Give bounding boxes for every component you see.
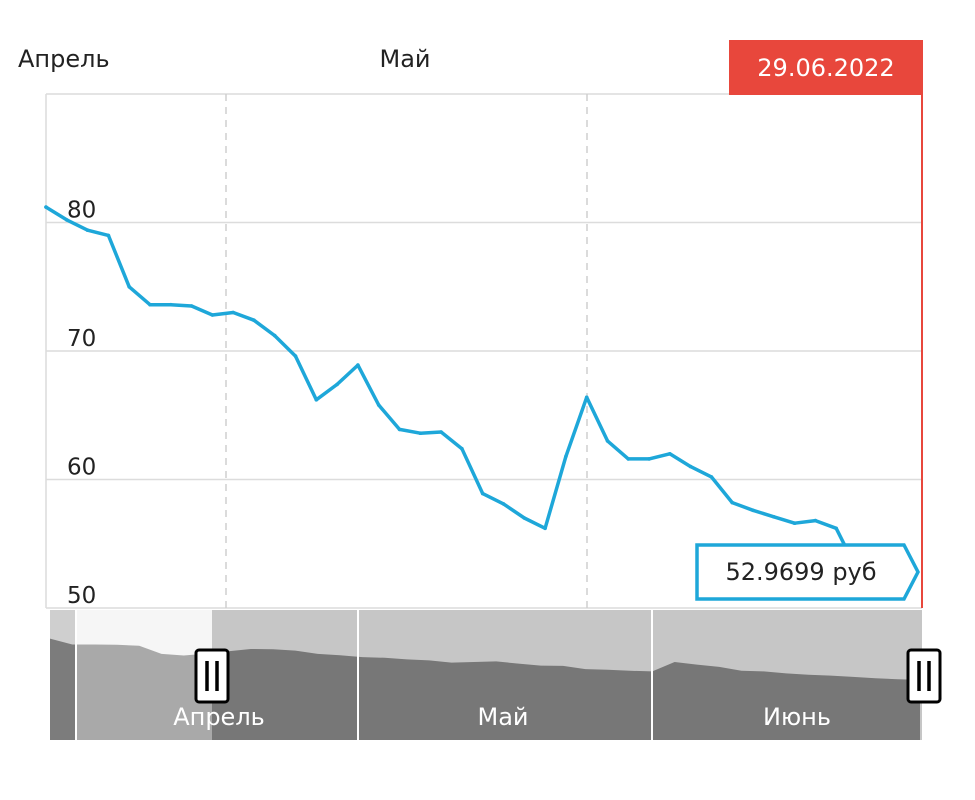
- series-line: [44, 205, 859, 572]
- data-point: [231, 310, 235, 315]
- data-point: [751, 508, 755, 513]
- data-point: [314, 398, 319, 402]
- data-point: [376, 403, 381, 407]
- value-callout-bg: [695, 543, 920, 601]
- data-point: [522, 516, 527, 520]
- data-point: [480, 491, 485, 496]
- data-point: [626, 457, 631, 461]
- navigator-right-handle[interactable]: [906, 648, 942, 704]
- data-point: [148, 302, 152, 307]
- data-point: [834, 526, 838, 531]
- data-point: [272, 333, 277, 338]
- value-callout-text: 52.9699 руб: [725, 558, 876, 586]
- data-point: [460, 446, 464, 451]
- navigator-area: [50, 638, 920, 740]
- navigator-month-label: Май: [477, 703, 528, 731]
- data-point: [688, 464, 693, 469]
- data-point: [730, 500, 734, 505]
- axis-labels-layer: 80 70 60 50 Апрель Май: [18, 45, 431, 609]
- data-point: [252, 318, 256, 323]
- y-tick-label: 70: [67, 326, 96, 352]
- data-point: [584, 395, 589, 400]
- date-badge-bg: [729, 40, 923, 95]
- data-point: [189, 304, 194, 308]
- data-point: [564, 454, 568, 459]
- navigator-month-label: Апрель: [173, 703, 265, 731]
- data-point: [127, 285, 131, 289]
- data-point: [813, 518, 818, 523]
- data-point: [792, 521, 797, 525]
- grid-layer: [45, 93, 922, 609]
- data-point: [439, 430, 443, 434]
- date-badge-text: 29.06.2022: [757, 54, 894, 82]
- data-point: [210, 313, 215, 317]
- data-point: [501, 502, 506, 506]
- data-point: [106, 233, 111, 238]
- data-point: [85, 228, 90, 232]
- data-point: [709, 475, 714, 479]
- data-point: [647, 457, 651, 461]
- navigator[interactable]: Апрель Май Июнь: [50, 610, 942, 740]
- navigator-left-handle[interactable]: [194, 648, 230, 704]
- month-label-top: Май: [379, 45, 430, 73]
- data-point: [356, 363, 360, 367]
- data-point: [293, 354, 298, 358]
- month-label-top: Апрель: [18, 45, 110, 73]
- data-point: [418, 431, 423, 436]
- data-point: [397, 427, 402, 432]
- y-tick-label: 50: [67, 583, 96, 609]
- cursor-layer: 29.06.2022 52.9699 руб: [695, 40, 923, 608]
- navigator-left-handle-box[interactable]: [194, 648, 230, 704]
- data-point: [65, 218, 69, 222]
- data-point: [44, 205, 48, 209]
- data-point: [772, 515, 776, 519]
- y-tick-label: 80: [67, 198, 96, 224]
- data-point: [668, 452, 672, 456]
- data-point: [605, 439, 610, 443]
- series-layer: [44, 205, 859, 572]
- navigator-unselected-shade: [212, 610, 922, 740]
- navigator-right-handle-box[interactable]: [906, 648, 942, 704]
- data-point: [169, 302, 173, 307]
- navigator-selection-overlay: [76, 610, 212, 740]
- data-point: [335, 382, 339, 387]
- navigator-month-label: Июнь: [763, 703, 831, 731]
- data-point: [543, 526, 547, 531]
- y-tick-label: 60: [67, 455, 96, 481]
